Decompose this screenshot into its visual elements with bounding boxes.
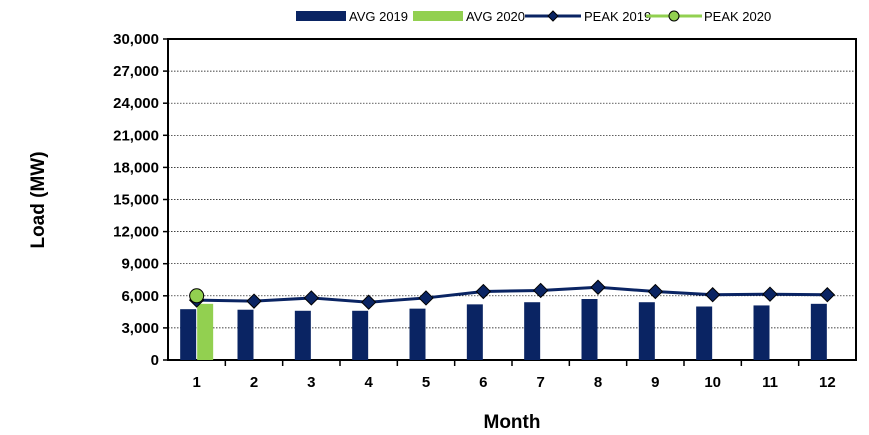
legend-swatch [413, 11, 463, 21]
point-peak-2019 [819, 287, 836, 303]
bar-avg-2019 [237, 309, 254, 360]
point-peak-2020 [189, 288, 205, 304]
point-peak-2019 [704, 287, 721, 303]
legend-item-peak-2020: PEAK 2020 [646, 9, 771, 24]
point-peak-2019 [532, 282, 549, 299]
y-axis: 0 3,000 6,000 9,000 12,000 15,000 18,000 21,000… [113, 31, 168, 369]
x-axis-title: Month [484, 412, 541, 433]
x-tick-label: 2 [250, 374, 258, 391]
legend: AVG 2019 AVG 2020 PEAK 2019 PEAK 2020 [296, 9, 771, 24]
legend-label: AVG 2019 [349, 9, 408, 24]
bar-avg-2019 [409, 308, 426, 360]
point-peak-2019 [360, 294, 377, 310]
point-peak-2019 [475, 283, 492, 300]
x-tick-label: 6 [479, 374, 487, 391]
point-peak-2019 [303, 290, 320, 306]
point-peak-2019 [647, 283, 664, 300]
bars [180, 299, 827, 360]
legend-label: PEAK 2020 [704, 9, 771, 24]
x-tick-label: 4 [364, 374, 373, 391]
y-axis-title: Load (MW) [28, 151, 49, 248]
bar-avg-2019 [294, 310, 311, 360]
x-tick-label: 8 [594, 374, 602, 391]
legend-swatch [668, 10, 680, 22]
y-tick-label: 18,000 [113, 159, 159, 176]
y-tick-label: 15,000 [113, 192, 159, 209]
x-tick-label: 9 [651, 374, 659, 391]
y-tick-label: 21,000 [113, 127, 159, 144]
x-tick-label: 1 [192, 374, 200, 391]
x-tick-label: 5 [422, 374, 430, 391]
bar-avg-2019 [638, 302, 655, 360]
legend-item-avg-2020: AVG 2020 [413, 9, 525, 24]
legend-item-peak-2019: PEAK 2019 [525, 9, 651, 24]
point-peak-2019 [590, 279, 606, 295]
x-tick-label: 10 [704, 374, 721, 391]
y-tick-label: 6,000 [121, 288, 159, 305]
point-peak-2019 [246, 293, 262, 309]
y-tick-label: 30,000 [113, 31, 159, 48]
y-tick-label: 0 [151, 352, 159, 369]
gridlines [168, 70, 856, 329]
x-tick-label: 3 [307, 374, 315, 391]
bar-avg-2019 [753, 305, 770, 360]
point-peak-2019 [762, 286, 778, 302]
legend-swatch [547, 10, 559, 22]
bar-avg-2019 [524, 302, 541, 360]
y-tick-label: 27,000 [113, 63, 159, 80]
x-tick-label: 11 [762, 374, 778, 391]
bar-avg-2019 [180, 309, 197, 360]
bar-avg-2019 [581, 299, 598, 360]
y-tick-label: 3,000 [121, 320, 159, 337]
x-axis: 1 2 3 4 5 6 7 8 9 10 11 12 [192, 360, 836, 391]
point-peak-2019 [418, 290, 434, 306]
line-peak-2019 [196, 285, 828, 304]
bar-avg-2019 [810, 303, 827, 360]
bar-avg-2019 [466, 304, 483, 360]
bar-avg-2020 [197, 303, 214, 360]
legend-item-avg-2019: AVG 2019 [296, 9, 408, 24]
y-tick-label: 9,000 [121, 256, 159, 273]
legend-swatch [296, 11, 346, 21]
x-tick-label: 12 [819, 374, 836, 391]
legend-label: AVG 2020 [466, 9, 525, 24]
legend-label: PEAK 2019 [584, 9, 651, 24]
lines [188, 279, 836, 310]
bar-avg-2019 [352, 310, 369, 360]
bar-avg-2019 [696, 306, 713, 360]
y-tick-label: 12,000 [113, 224, 159, 241]
y-tick-label: 24,000 [113, 95, 159, 112]
x-tick-label: 7 [536, 374, 544, 391]
